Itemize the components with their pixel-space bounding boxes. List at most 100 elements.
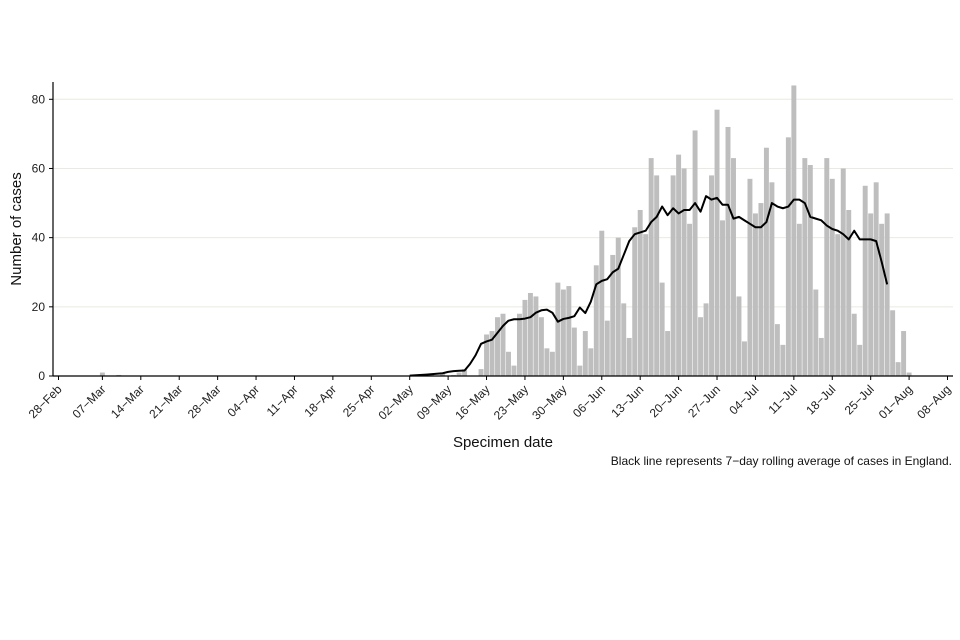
bar bbox=[599, 230, 605, 376]
bar bbox=[829, 178, 835, 376]
bar bbox=[615, 237, 621, 376]
bar bbox=[659, 282, 665, 376]
bar bbox=[555, 282, 561, 376]
bar bbox=[774, 324, 780, 376]
x-tick-label: 09−May bbox=[414, 382, 454, 422]
y-tick-label: 80 bbox=[32, 92, 46, 106]
y-ticks: 0 20 40 60 80 bbox=[32, 92, 53, 383]
bar bbox=[643, 234, 649, 376]
bar bbox=[626, 337, 632, 376]
bar bbox=[456, 372, 462, 376]
bar bbox=[440, 372, 446, 376]
bar bbox=[769, 182, 775, 376]
bar bbox=[577, 365, 583, 376]
x-tick-label: 30−May bbox=[529, 382, 569, 422]
bar bbox=[802, 158, 808, 376]
x-tick-label: 21−Mar bbox=[146, 382, 185, 421]
x-tick-label: 02−May bbox=[375, 382, 415, 422]
bar bbox=[462, 369, 468, 376]
bar bbox=[818, 337, 824, 376]
x-tick-label: 11−Apr bbox=[264, 382, 301, 419]
bar bbox=[813, 289, 819, 376]
bar bbox=[709, 175, 715, 376]
bar bbox=[703, 303, 709, 376]
bar bbox=[780, 344, 786, 376]
axes bbox=[52, 82, 953, 377]
x-tick-label: 27−Jun bbox=[685, 382, 723, 420]
bar bbox=[879, 223, 885, 376]
bar bbox=[725, 126, 731, 376]
bar bbox=[654, 175, 660, 376]
bar bbox=[807, 165, 813, 376]
bar bbox=[791, 85, 797, 376]
x-tick-label: 04−Apr bbox=[225, 382, 263, 420]
bar bbox=[632, 227, 638, 376]
x-tick-label: 18−Jul bbox=[803, 382, 838, 417]
bar bbox=[593, 265, 599, 376]
bar bbox=[560, 289, 566, 376]
bar bbox=[681, 168, 687, 376]
bar bbox=[610, 254, 616, 376]
bar bbox=[648, 158, 654, 376]
bar bbox=[890, 310, 896, 376]
bar bbox=[873, 182, 879, 376]
x-tick-label: 14−Mar bbox=[108, 382, 147, 421]
x-tick-label: 20−Jun bbox=[647, 382, 685, 420]
bar bbox=[720, 220, 725, 376]
bar bbox=[533, 296, 539, 376]
bar bbox=[538, 317, 544, 376]
x-tick-label: 04−Jul bbox=[726, 382, 761, 417]
bar bbox=[516, 313, 522, 376]
x-tick-label: 07−Mar bbox=[70, 382, 109, 421]
bar bbox=[549, 351, 555, 376]
bar bbox=[714, 109, 720, 376]
bar bbox=[906, 372, 912, 376]
bar bbox=[506, 351, 511, 376]
bar bbox=[835, 234, 841, 376]
bar bbox=[544, 348, 550, 376]
bar bbox=[692, 130, 698, 376]
x-axis-title: Specimen date bbox=[453, 434, 553, 451]
chart-caption: Black line represents 7−day rolling aver… bbox=[611, 454, 952, 468]
bar bbox=[489, 331, 495, 376]
bar bbox=[665, 331, 671, 376]
bar bbox=[99, 372, 105, 376]
bar bbox=[901, 331, 907, 376]
bar bbox=[747, 178, 753, 376]
x-tick-label: 08−Aug bbox=[914, 382, 953, 421]
bar bbox=[500, 313, 506, 376]
x-tick-label: 28−Mar bbox=[185, 382, 224, 421]
bar bbox=[862, 185, 868, 376]
x-tick-label: 13−Jun bbox=[608, 382, 646, 420]
bar bbox=[884, 213, 890, 376]
bar bbox=[527, 292, 533, 376]
x-tick-label: 28−Feb bbox=[26, 382, 65, 421]
y-tick-label: 60 bbox=[32, 161, 46, 175]
bar bbox=[846, 209, 852, 376]
x-tick-label: 23−May bbox=[491, 382, 531, 422]
bar bbox=[698, 317, 704, 376]
bar bbox=[604, 320, 610, 376]
bar bbox=[670, 175, 676, 376]
bar bbox=[495, 317, 500, 376]
bar bbox=[621, 303, 627, 376]
bar bbox=[522, 299, 528, 376]
bar bbox=[637, 209, 643, 376]
bar bbox=[511, 365, 517, 376]
bar bbox=[758, 203, 764, 376]
y-tick-label: 40 bbox=[32, 231, 46, 245]
bar bbox=[851, 313, 857, 376]
bar bbox=[895, 362, 901, 376]
rolling-average-line bbox=[409, 195, 889, 377]
bar bbox=[752, 213, 758, 376]
bar bbox=[676, 154, 682, 376]
y-axis-title: Number of cases bbox=[8, 172, 25, 285]
y-tick-label: 0 bbox=[38, 369, 45, 383]
y-tick-label: 20 bbox=[32, 300, 46, 314]
bar bbox=[741, 341, 747, 376]
bar bbox=[588, 348, 594, 376]
bar bbox=[868, 213, 874, 376]
bar bbox=[785, 137, 791, 376]
bar bbox=[566, 286, 572, 376]
bar bbox=[763, 147, 769, 376]
